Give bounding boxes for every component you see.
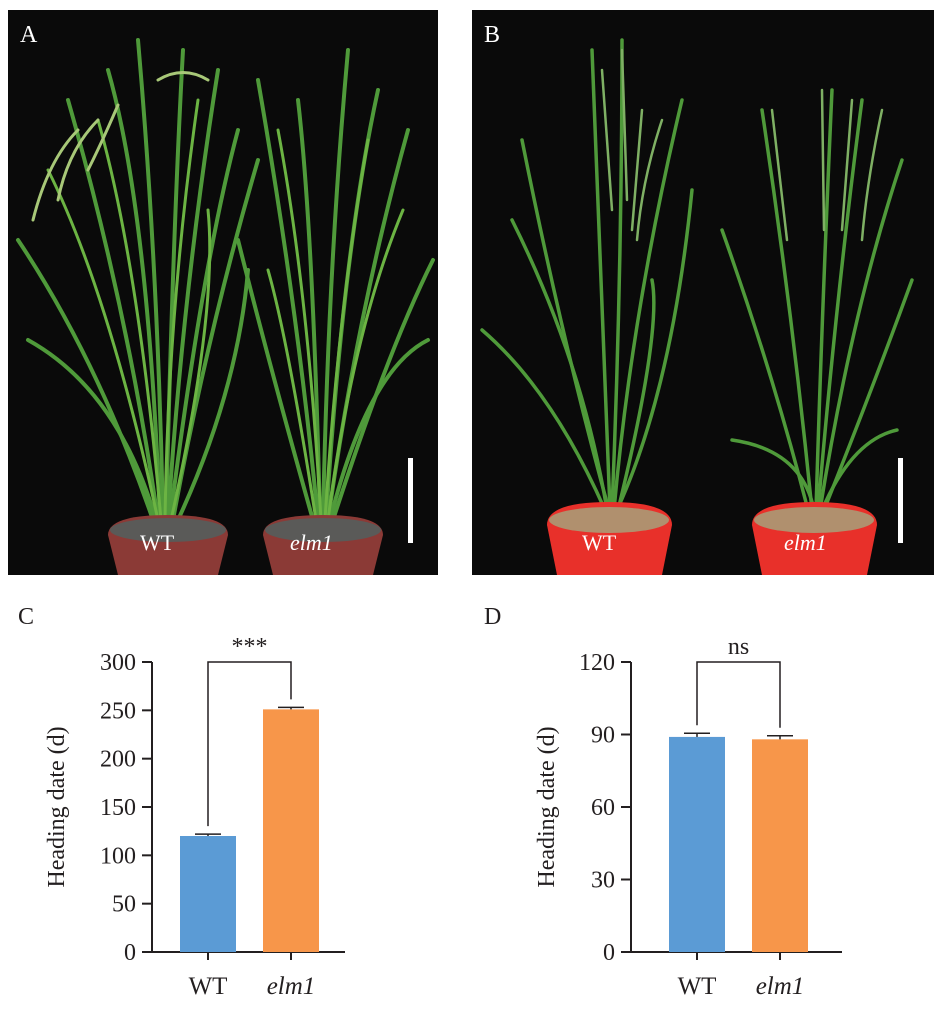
- y-tick-label: 0: [603, 940, 615, 966]
- y-tick-label: 120: [579, 650, 615, 676]
- pot-label-elm1-a: elm1: [290, 530, 333, 555]
- x-tick-label: elm1: [267, 973, 316, 1000]
- heading-date-chart-d: D 0 30 60 90 120 Heading date (d) WT elm1 ns: [484, 604, 842, 1000]
- panel-letter-b: B: [484, 22, 501, 48]
- panel-letter-c: C: [18, 604, 34, 630]
- significance-label: ***: [232, 634, 268, 660]
- y-tick-label: 250: [100, 698, 136, 724]
- pot-label-wt-a: WT: [140, 530, 175, 555]
- x-tick-label: elm1: [756, 973, 805, 1000]
- significance-bracket: [696, 661, 781, 728]
- heading-date-chart-c: C 0 50 100 150 200 250 300 Heading date (d) WT elm…: [18, 604, 345, 1000]
- rice-plants-photo-a: [16, 38, 435, 575]
- y-tick-label: 200: [100, 747, 136, 773]
- y-axis-label: Heading date (d): [44, 726, 70, 887]
- bar-wt: [669, 736, 725, 952]
- chart-panel-c: C 0 50 100 150 200 250 300 Heading date (d) WT elm…: [0, 590, 470, 1009]
- significance-bracket: [207, 661, 292, 827]
- panel-letter-d: D: [484, 604, 501, 630]
- bar-wt: [180, 836, 236, 952]
- panel-letter-a: A: [20, 22, 38, 48]
- y-tick-label: 90: [591, 723, 615, 749]
- rice-plants-photo-b: [480, 38, 914, 575]
- significance-label: ns: [728, 634, 749, 660]
- y-tick-label: 100: [100, 843, 136, 869]
- y-tick-label: 300: [100, 650, 136, 676]
- y-axis-label: Heading date (d): [534, 726, 560, 887]
- y-tick-label: 30: [591, 868, 615, 894]
- photo-panel-a: A WT elm1: [8, 10, 438, 575]
- bar-elm1: [263, 709, 319, 952]
- bar-elm1: [752, 739, 808, 952]
- pot-label-elm1-b: elm1: [784, 530, 827, 555]
- y-tick-label: 0: [124, 940, 136, 966]
- chart-panel-d: D 0 30 60 90 120 Heading date (d) WT elm1 ns: [470, 590, 940, 1009]
- y-tick-label: 60: [591, 795, 615, 821]
- y-tick-label: 150: [100, 795, 136, 821]
- y-tick-label: 50: [112, 892, 136, 918]
- photo-panel-b: B WT elm1: [472, 10, 934, 575]
- x-tick-label: WT: [189, 973, 228, 1000]
- pot-label-wt-b: WT: [582, 530, 617, 555]
- x-tick-label: WT: [678, 973, 717, 1000]
